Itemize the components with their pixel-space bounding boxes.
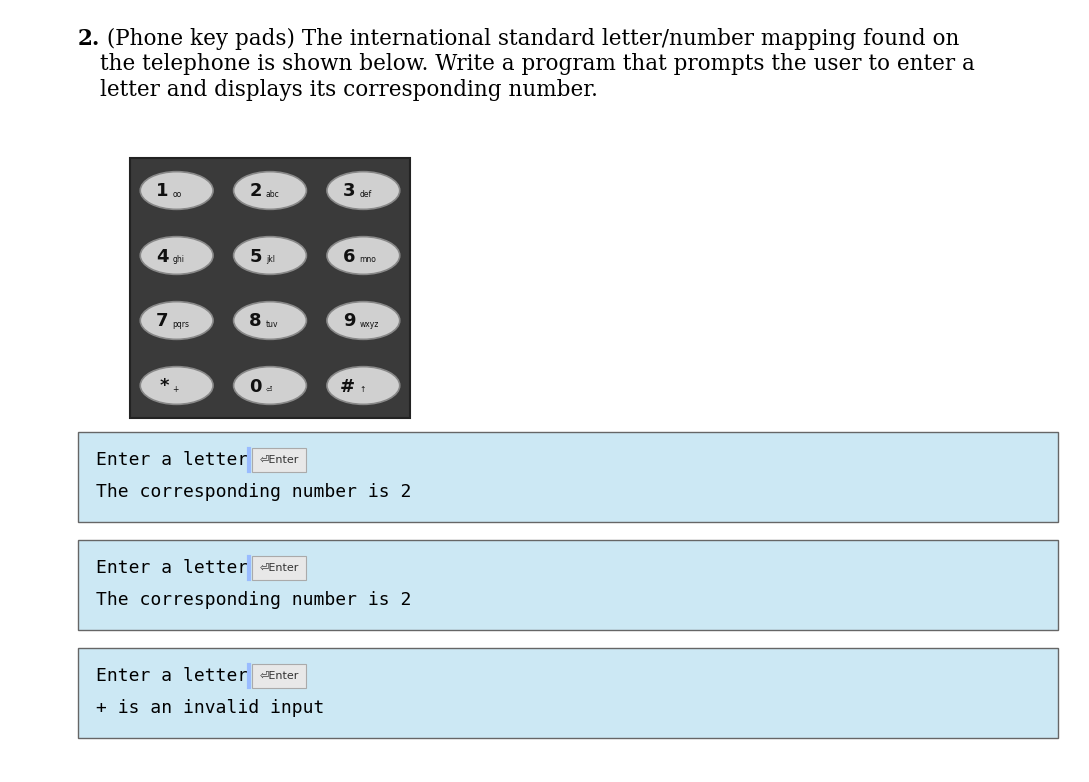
Text: abc: abc bbox=[266, 190, 280, 199]
Text: Enter a letter: a: Enter a letter: a bbox=[96, 559, 292, 577]
Ellipse shape bbox=[234, 302, 306, 339]
Ellipse shape bbox=[140, 302, 213, 339]
Text: ⏎Enter: ⏎Enter bbox=[259, 455, 298, 465]
Text: 3: 3 bbox=[343, 182, 355, 200]
FancyBboxPatch shape bbox=[78, 648, 1059, 738]
Ellipse shape bbox=[327, 302, 400, 339]
Text: + is an invalid input: + is an invalid input bbox=[96, 699, 325, 717]
Ellipse shape bbox=[327, 367, 400, 404]
Text: Enter a letter: +: Enter a letter: + bbox=[96, 667, 292, 685]
Text: wxyz: wxyz bbox=[359, 320, 379, 329]
Ellipse shape bbox=[140, 237, 213, 274]
Ellipse shape bbox=[327, 172, 400, 210]
Text: 4: 4 bbox=[156, 247, 169, 266]
Text: ghi: ghi bbox=[173, 255, 185, 264]
FancyBboxPatch shape bbox=[130, 158, 409, 418]
Text: ⏎: ⏎ bbox=[266, 385, 272, 394]
Text: 1: 1 bbox=[156, 182, 169, 200]
Ellipse shape bbox=[140, 172, 213, 210]
Text: 5: 5 bbox=[249, 247, 262, 266]
Text: ⏎Enter: ⏎Enter bbox=[259, 563, 298, 573]
Text: jkl: jkl bbox=[266, 255, 276, 264]
Text: (Phone key pads) The international standard letter/number mapping found on
the t: (Phone key pads) The international stand… bbox=[100, 28, 975, 101]
Text: oo: oo bbox=[173, 190, 182, 199]
Text: 2.: 2. bbox=[78, 28, 100, 50]
Text: def: def bbox=[359, 190, 371, 199]
FancyBboxPatch shape bbox=[252, 664, 306, 688]
Ellipse shape bbox=[140, 367, 213, 404]
FancyBboxPatch shape bbox=[78, 540, 1059, 630]
Text: 8: 8 bbox=[249, 313, 262, 331]
FancyBboxPatch shape bbox=[252, 448, 306, 472]
Text: pqrs: pqrs bbox=[173, 320, 189, 329]
Ellipse shape bbox=[327, 237, 400, 274]
Text: 7: 7 bbox=[156, 313, 169, 331]
Text: +: + bbox=[173, 385, 179, 394]
Text: #: # bbox=[340, 378, 355, 396]
FancyBboxPatch shape bbox=[252, 556, 306, 580]
Text: The corresponding number is 2: The corresponding number is 2 bbox=[96, 591, 412, 609]
Text: 9: 9 bbox=[343, 313, 355, 331]
Text: *: * bbox=[159, 378, 169, 396]
Text: mno: mno bbox=[359, 255, 376, 264]
Text: ⏎Enter: ⏎Enter bbox=[259, 671, 298, 681]
Ellipse shape bbox=[234, 172, 306, 210]
Text: The corresponding number is 2: The corresponding number is 2 bbox=[96, 483, 412, 501]
Text: ↑: ↑ bbox=[359, 385, 366, 394]
FancyBboxPatch shape bbox=[78, 432, 1059, 522]
Text: 6: 6 bbox=[343, 247, 355, 266]
Text: 2: 2 bbox=[249, 182, 262, 200]
Text: tuv: tuv bbox=[266, 320, 279, 329]
Text: Enter a letter: A: Enter a letter: A bbox=[96, 451, 292, 469]
Ellipse shape bbox=[234, 367, 306, 404]
Ellipse shape bbox=[234, 237, 306, 274]
Text: 0: 0 bbox=[249, 378, 262, 396]
